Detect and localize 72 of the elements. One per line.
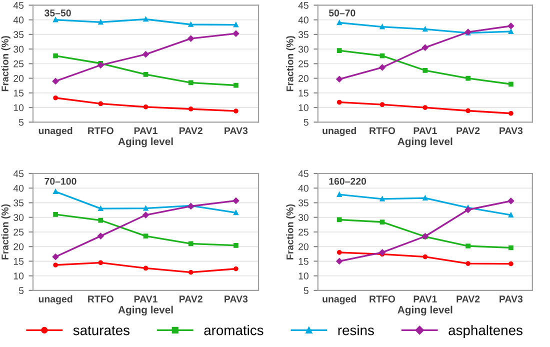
y-tick-label: 5 [18,287,24,294]
y-tick-label: 40 [13,184,24,192]
x-tick-label: unaged [322,127,356,136]
y-tick-label: 25 [14,228,24,236]
x-tick-label: RTFO [88,127,114,134]
x-tick-label: unaged [322,295,356,304]
x-tick-label: PAV3 [500,127,523,134]
y-tick-label: 20 [14,243,24,250]
x-tick-label: PAV3 [224,296,248,302]
y-tick-label: 15 [14,258,24,265]
x-tick-label: RTFO [370,296,396,302]
y-tick-label: 20 [298,243,308,250]
chart-title: 70–100 [44,178,76,185]
x-tick-label: PAV1 [134,127,158,134]
y-tick-label: 25 [14,60,24,68]
y-tick-label: 15 [14,90,24,97]
x-axis-title: Aging level [118,306,173,316]
y-axis-title: Fraction (%) [286,36,296,92]
y-tick-label: 25 [298,60,308,68]
y-tick-label: 15 [298,90,308,97]
y-tick-label: 45 [13,170,24,178]
y-tick-label: 10 [298,272,308,280]
chart-title: 35–50 [44,10,71,16]
x-axis-title: Aging level [118,138,173,148]
x-tick-label: PAV1 [414,296,437,302]
y-tick-label: 20 [298,75,308,82]
x-tick-label: unaged [38,127,72,136]
y-tick-label: 35 [14,31,24,38]
legend-label: aromatics [204,325,264,336]
x-tick-label: PAV1 [414,127,437,134]
y-tick-label: 10 [14,104,24,112]
x-tick-label: PAV2 [180,296,202,302]
y-tick-label: 5 [18,118,24,126]
y-tick-label: 5 [304,118,308,126]
x-tick-label: PAV2 [456,296,480,302]
x-tick-label: PAV1 [134,296,158,302]
legend-label: asphaltenes [448,325,522,338]
x-tick-label: PAV3 [500,296,523,302]
y-axis-title: Fraction (%) [1,36,10,92]
legend-label: saturates [73,326,130,336]
y-tick-label: 40 [298,16,308,24]
y-tick-label: 10 [298,104,308,112]
x-tick-label: PAV2 [456,127,480,134]
x-axis-title: Aging level [398,306,452,316]
y-tick-label: 40 [13,16,24,24]
x-tick-label: PAV3 [224,127,248,134]
x-tick-label: RTFO [88,296,114,302]
y-tick-label: 45 [298,2,308,9]
x-axis-title: Aging level [398,138,452,148]
y-tick-label: 30 [14,214,24,221]
y-tick-label: 30 [298,46,308,53]
y-tick-label: 10 [14,272,24,280]
y-tick-label: 45 [13,2,24,9]
x-tick-label: unaged [38,295,72,304]
y-tick-label: 30 [298,214,308,221]
y-tick-label: 40 [298,184,308,192]
y-tick-label: 20 [14,75,24,82]
legend-label: resins [338,325,374,336]
y-tick-label: 15 [298,258,308,265]
chart-title: 50–70 [328,10,356,16]
x-tick-label: RTFO [370,127,396,134]
y-tick-label: 30 [14,46,24,53]
y-axis-title: Fraction (%) [286,204,296,260]
y-axis-title: Fraction (%) [1,204,10,260]
y-tick-label: 35 [298,31,308,38]
y-tick-label: 35 [298,199,308,206]
chart-title: 160–220 [329,178,366,185]
y-tick-label: 35 [14,199,24,206]
y-tick-label: 5 [304,287,308,294]
y-tick-label: 25 [298,228,308,236]
y-tick-label: 45 [298,170,308,178]
x-tick-label: PAV2 [180,127,202,134]
